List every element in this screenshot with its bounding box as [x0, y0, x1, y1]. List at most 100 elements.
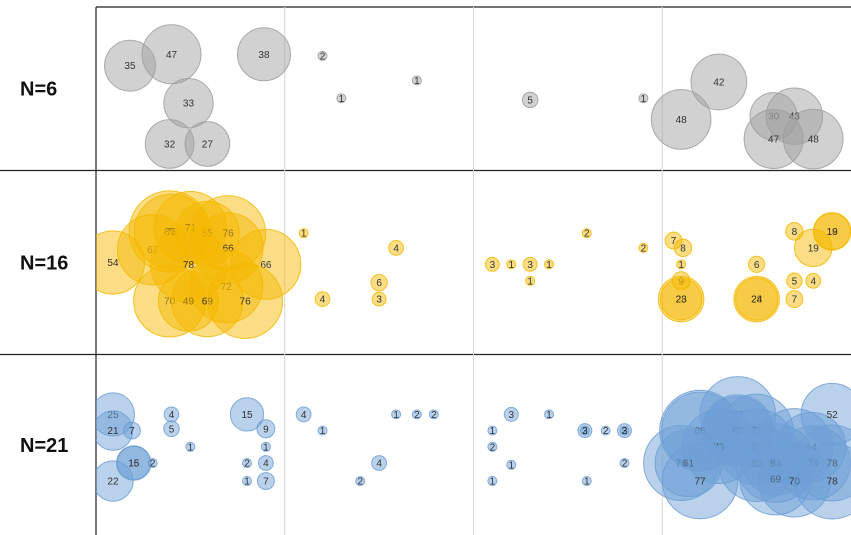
- bubble-value-label: 4: [393, 243, 399, 254]
- bubble: [428, 409, 439, 420]
- bubble-value-label: 1: [508, 260, 514, 271]
- bubble-value-label: 4: [810, 276, 816, 287]
- bubble: [391, 409, 402, 420]
- bubble: [786, 272, 803, 290]
- bubble: [388, 239, 405, 256]
- bubble-value-label: 32: [164, 139, 176, 150]
- bubble: [484, 256, 500, 272]
- bubble-value-label: 1: [546, 260, 552, 271]
- bubble: [522, 256, 538, 272]
- bubble-value-label: 62: [732, 426, 744, 437]
- bubble-value-label: 15: [128, 459, 140, 470]
- bubble-value-label: 2: [622, 459, 628, 470]
- bubble-value-label: 1: [263, 442, 269, 453]
- bubble-value-label: 2: [622, 426, 628, 437]
- bubble-value-label: 25: [107, 410, 119, 421]
- bubble: [525, 275, 536, 286]
- grid-lines: [0, 6, 851, 535]
- bubble: [144, 119, 195, 169]
- bubble: [116, 213, 189, 286]
- bubble-value-label: 7: [671, 236, 677, 247]
- bubble: [735, 423, 816, 503]
- bubble: [805, 272, 822, 289]
- bubble-value-label: 23: [676, 295, 688, 306]
- bubble: [743, 109, 804, 170]
- bubble-value-label: 2: [603, 426, 609, 437]
- bubble-value-label: 49: [183, 296, 195, 307]
- bubble: [617, 423, 632, 439]
- bubble: [661, 442, 739, 520]
- bubble: [748, 255, 766, 273]
- bubble-value-label: 1: [584, 477, 590, 488]
- bubble-value-label: 78: [827, 477, 839, 488]
- bubble-value-label: 47: [768, 135, 780, 146]
- bubble: [236, 27, 291, 82]
- bubble-value-label: 79: [789, 442, 801, 453]
- bubble: [242, 476, 252, 486]
- bubble-value-label: 54: [107, 258, 119, 269]
- bubble: [96, 460, 134, 502]
- bubble: [782, 108, 844, 170]
- bubble: [690, 53, 748, 111]
- bubble-value-label: 78: [827, 459, 839, 470]
- bubble: [163, 406, 180, 423]
- row-labels: N=6 N=16 N=21: [20, 79, 68, 458]
- bubble-value-label: 89: [164, 227, 176, 238]
- bubble-value-label: 72: [221, 282, 233, 293]
- bubble-value-label: 1: [546, 410, 552, 421]
- bubble: [411, 409, 422, 420]
- bubble-value-label: 78: [183, 260, 195, 271]
- bubble-value-label: 7: [129, 426, 135, 437]
- bubble: [153, 190, 228, 265]
- bubble-value-label: 16: [128, 459, 140, 470]
- bubble: [660, 277, 703, 321]
- bubble: [544, 259, 554, 270]
- bubble: [163, 420, 180, 438]
- bubble: [207, 262, 284, 339]
- bubble-value-label: 1: [339, 94, 345, 105]
- bubble-value-label: 69: [770, 475, 782, 486]
- bubble-value-label: 77: [694, 477, 706, 488]
- bubble: [794, 228, 833, 268]
- bubble-value-label: 70: [164, 296, 176, 307]
- bubble-value-label: 2: [357, 477, 363, 488]
- bubble: [600, 425, 611, 436]
- bubble: [122, 421, 141, 440]
- bubble-value-label: 1: [508, 460, 514, 471]
- bubble-value-label: 42: [713, 77, 725, 88]
- bubble-value-label: 56: [770, 459, 782, 470]
- bubble: [298, 228, 309, 239]
- bubble-value-label: 1: [490, 477, 496, 488]
- bubble-value-label: 19: [808, 243, 820, 254]
- bubble: [657, 275, 705, 323]
- bubble: [503, 406, 519, 422]
- bubble: [104, 39, 156, 92]
- bubble-value-label: 84: [770, 459, 782, 470]
- bubble: [150, 225, 227, 303]
- bubble: [733, 275, 780, 323]
- bubble: [506, 259, 517, 270]
- bubble: [185, 441, 196, 452]
- bubble: [619, 458, 630, 468]
- bubble-value-label: 4: [301, 410, 307, 421]
- bubble: [487, 425, 498, 436]
- bubble: [487, 441, 498, 452]
- bubble: [676, 259, 687, 270]
- bubble: [775, 425, 851, 501]
- bubble-value-label: 7: [792, 295, 798, 306]
- bubble: [257, 455, 274, 471]
- bubble-value-label: 80: [751, 459, 763, 470]
- bubble: [664, 231, 683, 250]
- bubble-value-label: 6: [754, 260, 760, 271]
- bubble: [800, 382, 851, 446]
- bubble: [317, 425, 328, 436]
- bubble-value-label: 2: [414, 410, 420, 421]
- bubble: [141, 24, 202, 85]
- bubble: [506, 459, 517, 470]
- bubble-value-label: 72: [751, 426, 763, 437]
- bubble-value-label: 5: [527, 95, 533, 106]
- bubble-value-label: 1: [301, 229, 307, 240]
- bubble: [242, 458, 252, 468]
- bubble-value-label: 7: [263, 477, 269, 488]
